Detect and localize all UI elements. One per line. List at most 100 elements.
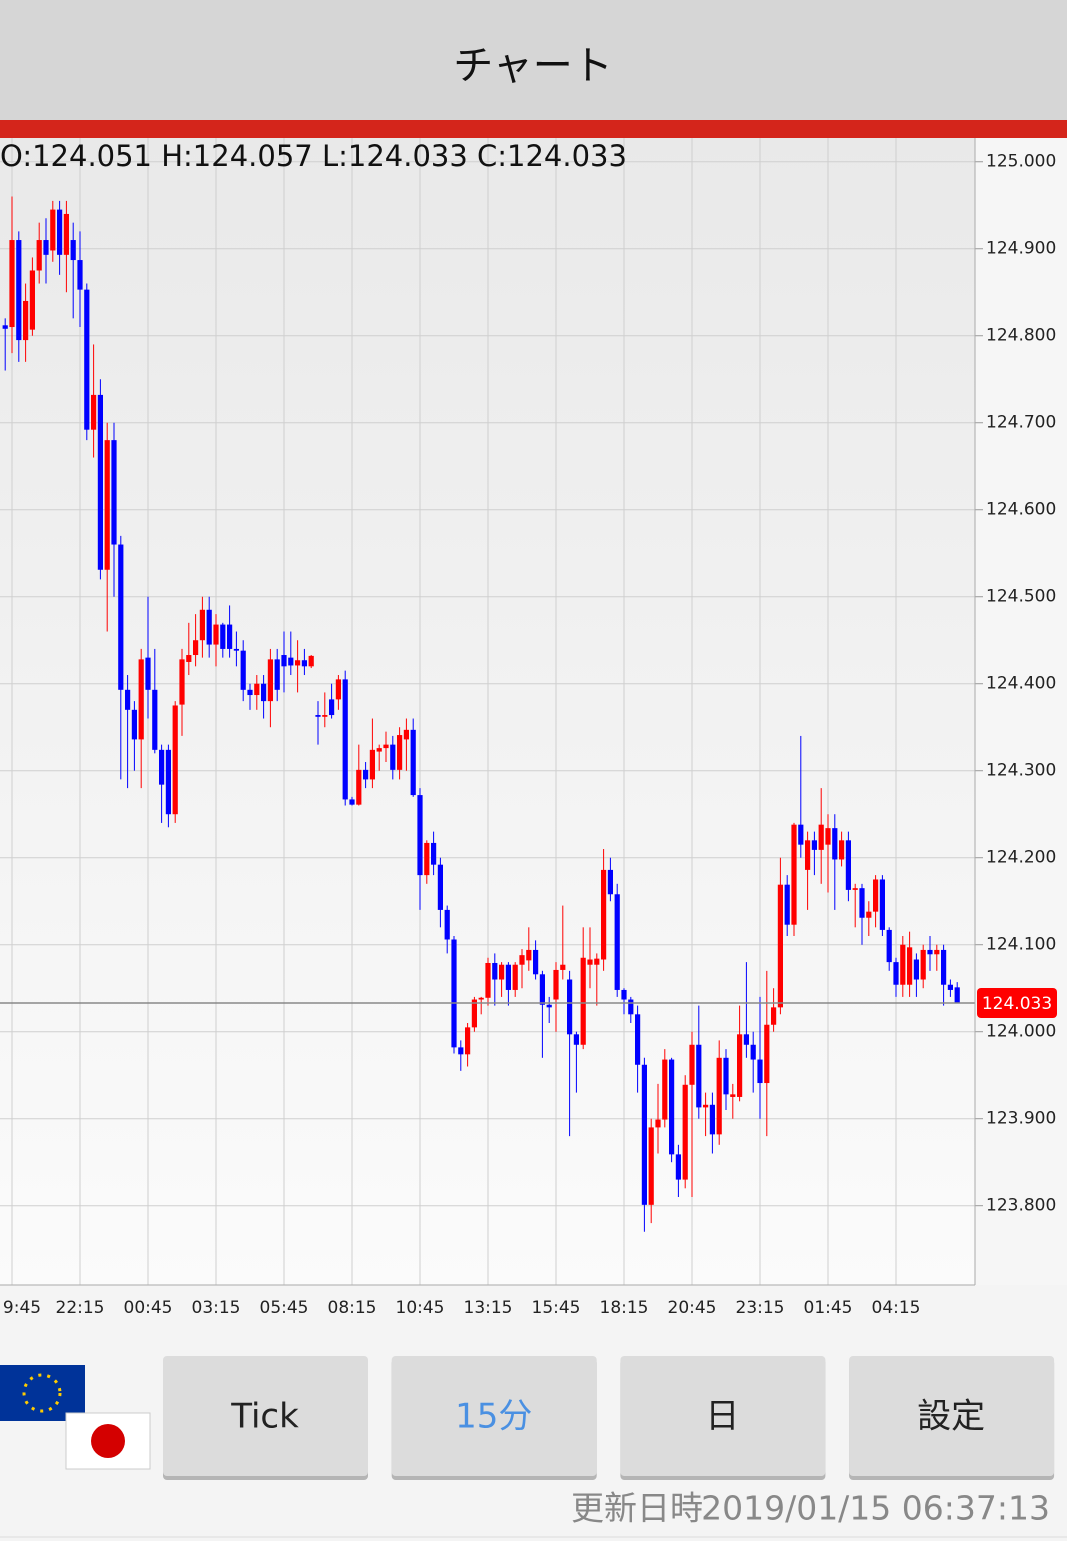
x-tick-label: 05:45: [260, 1298, 309, 1318]
tab-button[interactable]: 日: [620, 1356, 826, 1480]
candle-body: [635, 1014, 641, 1065]
candle-body: [845, 840, 851, 890]
candle-body: [689, 1044, 695, 1085]
y-tick-label: 124.100: [986, 935, 1056, 955]
y-tick-label: 124.900: [986, 239, 1056, 259]
candle-body: [329, 699, 335, 716]
candle-body: [954, 987, 960, 1004]
y-tick-label: 124.500: [986, 587, 1056, 607]
candle-body: [179, 659, 185, 705]
candle-body: [859, 888, 865, 918]
candle-body: [757, 1059, 763, 1084]
candle-body: [437, 864, 443, 910]
candle-body: [403, 729, 409, 740]
candle-body: [369, 749, 375, 780]
x-tick-label: 03:15: [192, 1298, 241, 1318]
candle-body: [893, 962, 899, 985]
candle-body: [519, 955, 525, 965]
candle-body: [621, 989, 627, 1000]
candle-body: [947, 984, 953, 990]
candle-body: [159, 749, 165, 785]
candle-body: [723, 1057, 729, 1095]
candle-body: [63, 213, 69, 255]
x-tick-label: 01:45: [804, 1298, 853, 1318]
candle-body: [118, 544, 124, 690]
candle-body: [77, 260, 83, 290]
tab-button[interactable]: Tick: [163, 1356, 368, 1480]
button-face: [391, 1356, 597, 1476]
candle-body: [662, 1059, 668, 1120]
candle-body: [410, 729, 416, 796]
candle-body: [784, 884, 790, 925]
candle-body: [825, 828, 831, 845]
x-tick-label: 13:15: [464, 1298, 513, 1318]
candle-body: [716, 1057, 722, 1135]
candle-body: [546, 1004, 552, 1008]
candle-body: [696, 1044, 702, 1108]
jp-sun: [91, 1424, 125, 1458]
candle-body: [220, 624, 226, 649]
x-tick-label: 18:15: [600, 1298, 649, 1318]
candle-body: [267, 659, 273, 702]
candle-body: [91, 394, 97, 430]
candle-body: [798, 824, 804, 845]
candle-body: [247, 689, 253, 696]
candle-body: [594, 958, 600, 965]
y-tick-label: 124.800: [986, 326, 1056, 346]
candle-body: [417, 795, 423, 876]
candle-body: [669, 1059, 675, 1155]
candle-body: [342, 679, 348, 800]
button-face: [163, 1356, 368, 1476]
y-tick-label: 123.900: [986, 1109, 1056, 1129]
candle-body: [675, 1154, 681, 1180]
candle-body: [397, 735, 403, 770]
candle-body: [349, 799, 355, 805]
candle-body: [199, 609, 205, 641]
candle-body: [866, 911, 872, 918]
candle-body: [886, 929, 892, 963]
tab-button[interactable]: 15分: [391, 1356, 597, 1480]
candle-body: [288, 657, 294, 666]
accent-bar: [0, 120, 1067, 138]
candle-body: [186, 655, 192, 662]
candle-body: [16, 240, 22, 341]
candle-body: [614, 894, 620, 990]
y-tick-label: 125.000: [986, 152, 1056, 172]
candle-body: [458, 1047, 464, 1055]
y-tick-label: 124.600: [986, 500, 1056, 520]
candle-body: [607, 869, 613, 895]
last-price-label: 124.033: [982, 994, 1052, 1014]
candle-body: [832, 828, 838, 860]
candle-body: [261, 683, 267, 702]
candle-body: [771, 1007, 777, 1025]
candle-body: [485, 962, 491, 998]
button-label: 設定: [917, 1397, 985, 1437]
button-label: 15分: [455, 1397, 532, 1437]
candle-body: [84, 289, 90, 430]
candle-body: [533, 949, 539, 975]
candle-body: [424, 842, 430, 876]
candle-body: [811, 840, 817, 850]
candle-body: [301, 660, 307, 667]
button-face: [620, 1356, 826, 1476]
candle-body: [907, 947, 913, 985]
eu-stars: [22, 1373, 62, 1413]
candle-body: [703, 1104, 709, 1108]
tab-button[interactable]: 設定: [849, 1356, 1055, 1480]
candle-body: [648, 1127, 654, 1205]
candle-body: [505, 964, 511, 990]
candle-body: [240, 650, 246, 690]
candle-body: [23, 300, 29, 341]
candle-body: [165, 749, 171, 815]
button-label: Tick: [230, 1397, 299, 1437]
candle-body: [43, 240, 49, 255]
x-tick-label: 04:15: [872, 1298, 921, 1318]
candle-body: [111, 440, 117, 545]
y-tick-label: 124.000: [986, 1022, 1056, 1042]
candle-body: [70, 240, 76, 261]
candle-body: [152, 689, 158, 750]
candle-body: [390, 744, 396, 770]
candle-body: [363, 769, 369, 780]
candle-body: [308, 655, 314, 667]
y-tick-label: 124.400: [986, 674, 1056, 694]
